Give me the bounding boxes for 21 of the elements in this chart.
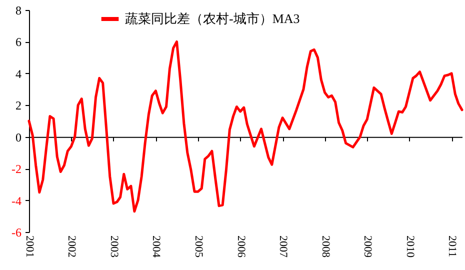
- line-series: [28, 40, 464, 213]
- y-tick-label: 8: [16, 4, 22, 18]
- y-tick-label: 4: [16, 66, 22, 81]
- x-tick-label: 2011: [446, 236, 458, 258]
- y-tick-label: 0: [16, 130, 22, 144]
- x-tick-label: 2001: [24, 236, 36, 258]
- y-tick-label: -4: [12, 194, 22, 208]
- y-tick-label: 6: [16, 35, 22, 50]
- x-tick-label: 2009: [362, 236, 374, 258]
- x-tick-label: 2003: [108, 236, 120, 258]
- x-tick-label: 2005: [192, 236, 205, 258]
- y-tick-label: 2: [16, 98, 22, 113]
- x-tick-label: 2002: [66, 236, 78, 258]
- x-tick-label: 2010: [404, 236, 416, 258]
- x-tick-label: 2004: [150, 236, 162, 258]
- x-tick-label: 2007: [277, 236, 290, 258]
- x-tick-label: 2006: [234, 236, 247, 258]
- y-tick-label: -2: [12, 162, 22, 176]
- legend-label: 蔬菜同比差（农村-城市）MA3: [125, 11, 300, 26]
- x-tick-label: 2008: [319, 236, 332, 258]
- y-tick-label: -6: [12, 226, 22, 240]
